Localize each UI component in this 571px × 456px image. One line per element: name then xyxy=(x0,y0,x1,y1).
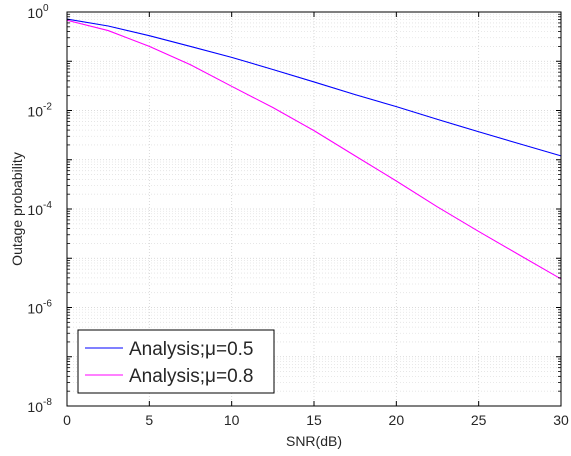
y-tick-label: 10 xyxy=(27,202,43,218)
y-tick-label: 10 xyxy=(27,5,43,21)
major-grid xyxy=(67,12,561,406)
legend-label-series-2: Analysis;μ=0.8 xyxy=(129,366,253,387)
x-tick-label: 5 xyxy=(145,412,153,428)
series-lines xyxy=(66,18,562,280)
y-axis-label: Outage probability xyxy=(9,152,25,266)
legend-box xyxy=(77,329,275,394)
x-tick-label: 15 xyxy=(306,412,322,428)
legend-label-series-1: Analysis;μ=0.5 xyxy=(129,339,253,360)
y-tick-label-exponent: -6 xyxy=(43,299,52,310)
y-tick-label-exponent: -2 xyxy=(43,102,52,113)
y-tick-label: 10 xyxy=(27,104,43,120)
legend: Analysis;μ=0.5 Analysis;μ=0.8 xyxy=(77,329,275,394)
x-tick-label: 25 xyxy=(471,412,487,428)
y-tick-label: 10 xyxy=(27,399,43,415)
x-tick-labels: 0 5 10 15 20 25 30 xyxy=(63,412,569,428)
x-axis-label: SNR(dB) xyxy=(286,433,342,449)
series-line-1 xyxy=(66,18,562,157)
series-line-2 xyxy=(66,19,562,280)
axis-ticks xyxy=(66,11,562,407)
y-tick-label-exponent: 0 xyxy=(43,3,49,14)
y-tick-label: 10 xyxy=(27,301,43,317)
x-tick-label: 0 xyxy=(63,412,71,428)
y-tick-label-exponent: -8 xyxy=(43,397,52,408)
y-tick-label-exponent: -4 xyxy=(43,200,52,211)
x-tick-label: 30 xyxy=(553,412,569,428)
x-tick-label: 20 xyxy=(389,412,405,428)
x-tick-label: 10 xyxy=(224,412,240,428)
